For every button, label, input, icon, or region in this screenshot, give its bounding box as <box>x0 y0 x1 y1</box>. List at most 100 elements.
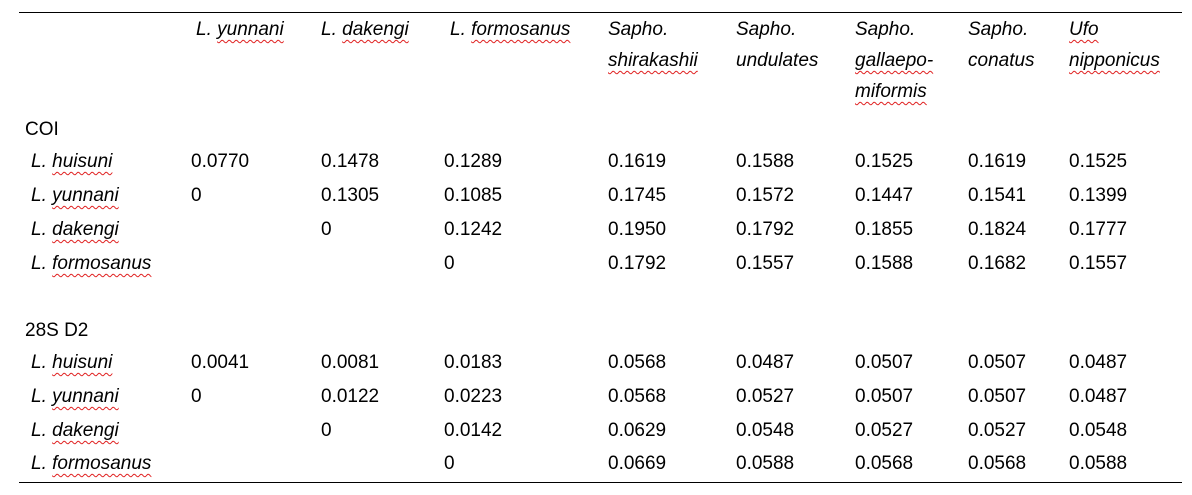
table-cell: 0.1682 <box>968 253 1027 274</box>
table-cell: 0.0770 <box>191 151 250 172</box>
row-label-name: formosanus <box>52 453 152 474</box>
row-label-name: huisuni <box>52 352 113 373</box>
column-header-abbr: Sapho. <box>736 19 797 40</box>
row-label-abbr: L. <box>31 352 47 373</box>
column-header-name: nipponicus <box>1069 50 1160 71</box>
column-header-l-yunnani: L. yunnani <box>196 16 284 43</box>
table-cell: 0.0527 <box>855 420 914 441</box>
column-header-name: undulates <box>736 50 819 71</box>
column-header-l-dakengi: L. dakengi <box>321 16 409 43</box>
table-cell: 0 <box>444 253 455 274</box>
column-header-ufo-nipponicus: Ufo nipponicus <box>1069 16 1160 74</box>
table-cell: 0.1792 <box>608 253 667 274</box>
row-label: L. dakengi <box>31 417 119 444</box>
table-cell: 0.1745 <box>608 185 667 206</box>
table-cell: 0.1305 <box>321 185 380 206</box>
table-cell: 0.0629 <box>608 420 667 441</box>
column-header-sapho-shirakashii: Sapho. shirakashii <box>608 16 698 74</box>
table-cell: 0.1588 <box>855 253 914 274</box>
table-cell: 0.0568 <box>608 352 667 373</box>
table-cell: 0.0548 <box>1069 420 1128 441</box>
table-cell: 0.1557 <box>736 253 795 274</box>
row-label: L. formosanus <box>31 250 151 277</box>
table-cell: 0.0041 <box>191 352 250 373</box>
table-cell: 0.0081 <box>321 352 380 373</box>
column-header-name: yunnani <box>217 19 284 40</box>
table-cell: 0.1085 <box>444 185 503 206</box>
row-label: L. dakengi <box>31 216 119 243</box>
column-header-name: shirakashii <box>608 50 698 71</box>
row-label: L. huisuni <box>31 148 112 175</box>
table-cell: 0.1242 <box>444 219 503 240</box>
row-label-abbr: L. <box>31 185 47 206</box>
column-header-abbr: Sapho. <box>855 19 916 40</box>
table-cell: 0.1557 <box>1069 253 1128 274</box>
table-cell: 0 <box>321 219 332 240</box>
row-label-name: formosanus <box>52 253 152 274</box>
column-header-abbr: L. <box>450 19 466 40</box>
table-cell: 0.0487 <box>1069 352 1128 373</box>
row-label-name: dakengi <box>52 219 119 240</box>
table-cell: 0.1399 <box>1069 185 1128 206</box>
table-cell: 0.1855 <box>855 219 914 240</box>
table-cell: 0 <box>321 420 332 441</box>
column-header-name: dakengi <box>342 19 409 40</box>
row-label-name: yunnani <box>52 386 119 407</box>
table-bottom-rule <box>19 482 1182 483</box>
row-label-name: dakengi <box>52 420 119 441</box>
table-cell: 0.0568 <box>608 386 667 407</box>
table-cell: 0.1588 <box>736 151 795 172</box>
column-header-l-formosanus: L. formosanus <box>450 16 570 43</box>
row-label-abbr: L. <box>31 453 47 474</box>
table-cell: 0.1619 <box>608 151 667 172</box>
row-label-abbr: L. <box>31 253 47 274</box>
row-label: L. huisuni <box>31 349 112 376</box>
table-cell: 0.0548 <box>736 420 795 441</box>
section-title-coi: COI <box>25 119 59 140</box>
table-cell: 0.1792 <box>736 219 795 240</box>
row-label: L. yunnani <box>31 182 119 209</box>
row-label-abbr: L. <box>31 151 47 172</box>
table-cell: 0 <box>191 185 202 206</box>
column-header-sapho-undulates: Sapho. undulates <box>736 16 818 74</box>
table-cell: 0.0527 <box>736 386 795 407</box>
table-cell: 0.1950 <box>608 219 667 240</box>
column-header-name: gallaepo- <box>855 50 934 71</box>
table-cell: 0.0487 <box>736 352 795 373</box>
table-cell: 0.1572 <box>736 185 795 206</box>
table-cell: 0.0669 <box>608 453 667 474</box>
table-cell: 0.1525 <box>1069 151 1128 172</box>
row-label-name: huisuni <box>52 151 113 172</box>
column-header-abbr: L. <box>321 19 337 40</box>
section-title-28s-d2: 28S D2 <box>25 320 89 341</box>
column-header-sapho-gallaepomiformis: Sapho. gallaepo- miformis <box>855 16 933 105</box>
table-cell: 0.0183 <box>444 352 503 373</box>
column-header-name: conatus <box>968 50 1035 71</box>
column-header-sapho-conatus: Sapho. conatus <box>968 16 1035 74</box>
table-cell: 0.1289 <box>444 151 503 172</box>
table-top-rule <box>19 12 1182 13</box>
column-header-name-continued: miformis <box>855 81 927 102</box>
table-cell: 0.0588 <box>736 453 795 474</box>
column-header-abbr: Ufo <box>1069 19 1099 40</box>
table-cell: 0.1541 <box>968 185 1027 206</box>
table-cell: 0.1777 <box>1069 219 1128 240</box>
table-cell: 0.0507 <box>855 352 914 373</box>
table-cell: 0.1619 <box>968 151 1027 172</box>
row-label-abbr: L. <box>31 420 47 441</box>
table-cell: 0.0527 <box>968 420 1027 441</box>
table-cell: 0.1824 <box>968 219 1027 240</box>
table-cell: 0.1478 <box>321 151 380 172</box>
table-cell: 0.0223 <box>444 386 503 407</box>
table-cell: 0.1447 <box>855 185 914 206</box>
row-label: L. yunnani <box>31 383 119 410</box>
row-label-abbr: L. <box>31 386 47 407</box>
table-cell: 0.0568 <box>855 453 914 474</box>
column-header-abbr: Sapho. <box>968 19 1029 40</box>
row-label-abbr: L. <box>31 219 47 240</box>
row-label: L. formosanus <box>31 450 151 477</box>
column-header-abbr: Sapho. <box>608 19 669 40</box>
table-cell: 0 <box>444 453 455 474</box>
column-header-abbr: L. <box>196 19 212 40</box>
